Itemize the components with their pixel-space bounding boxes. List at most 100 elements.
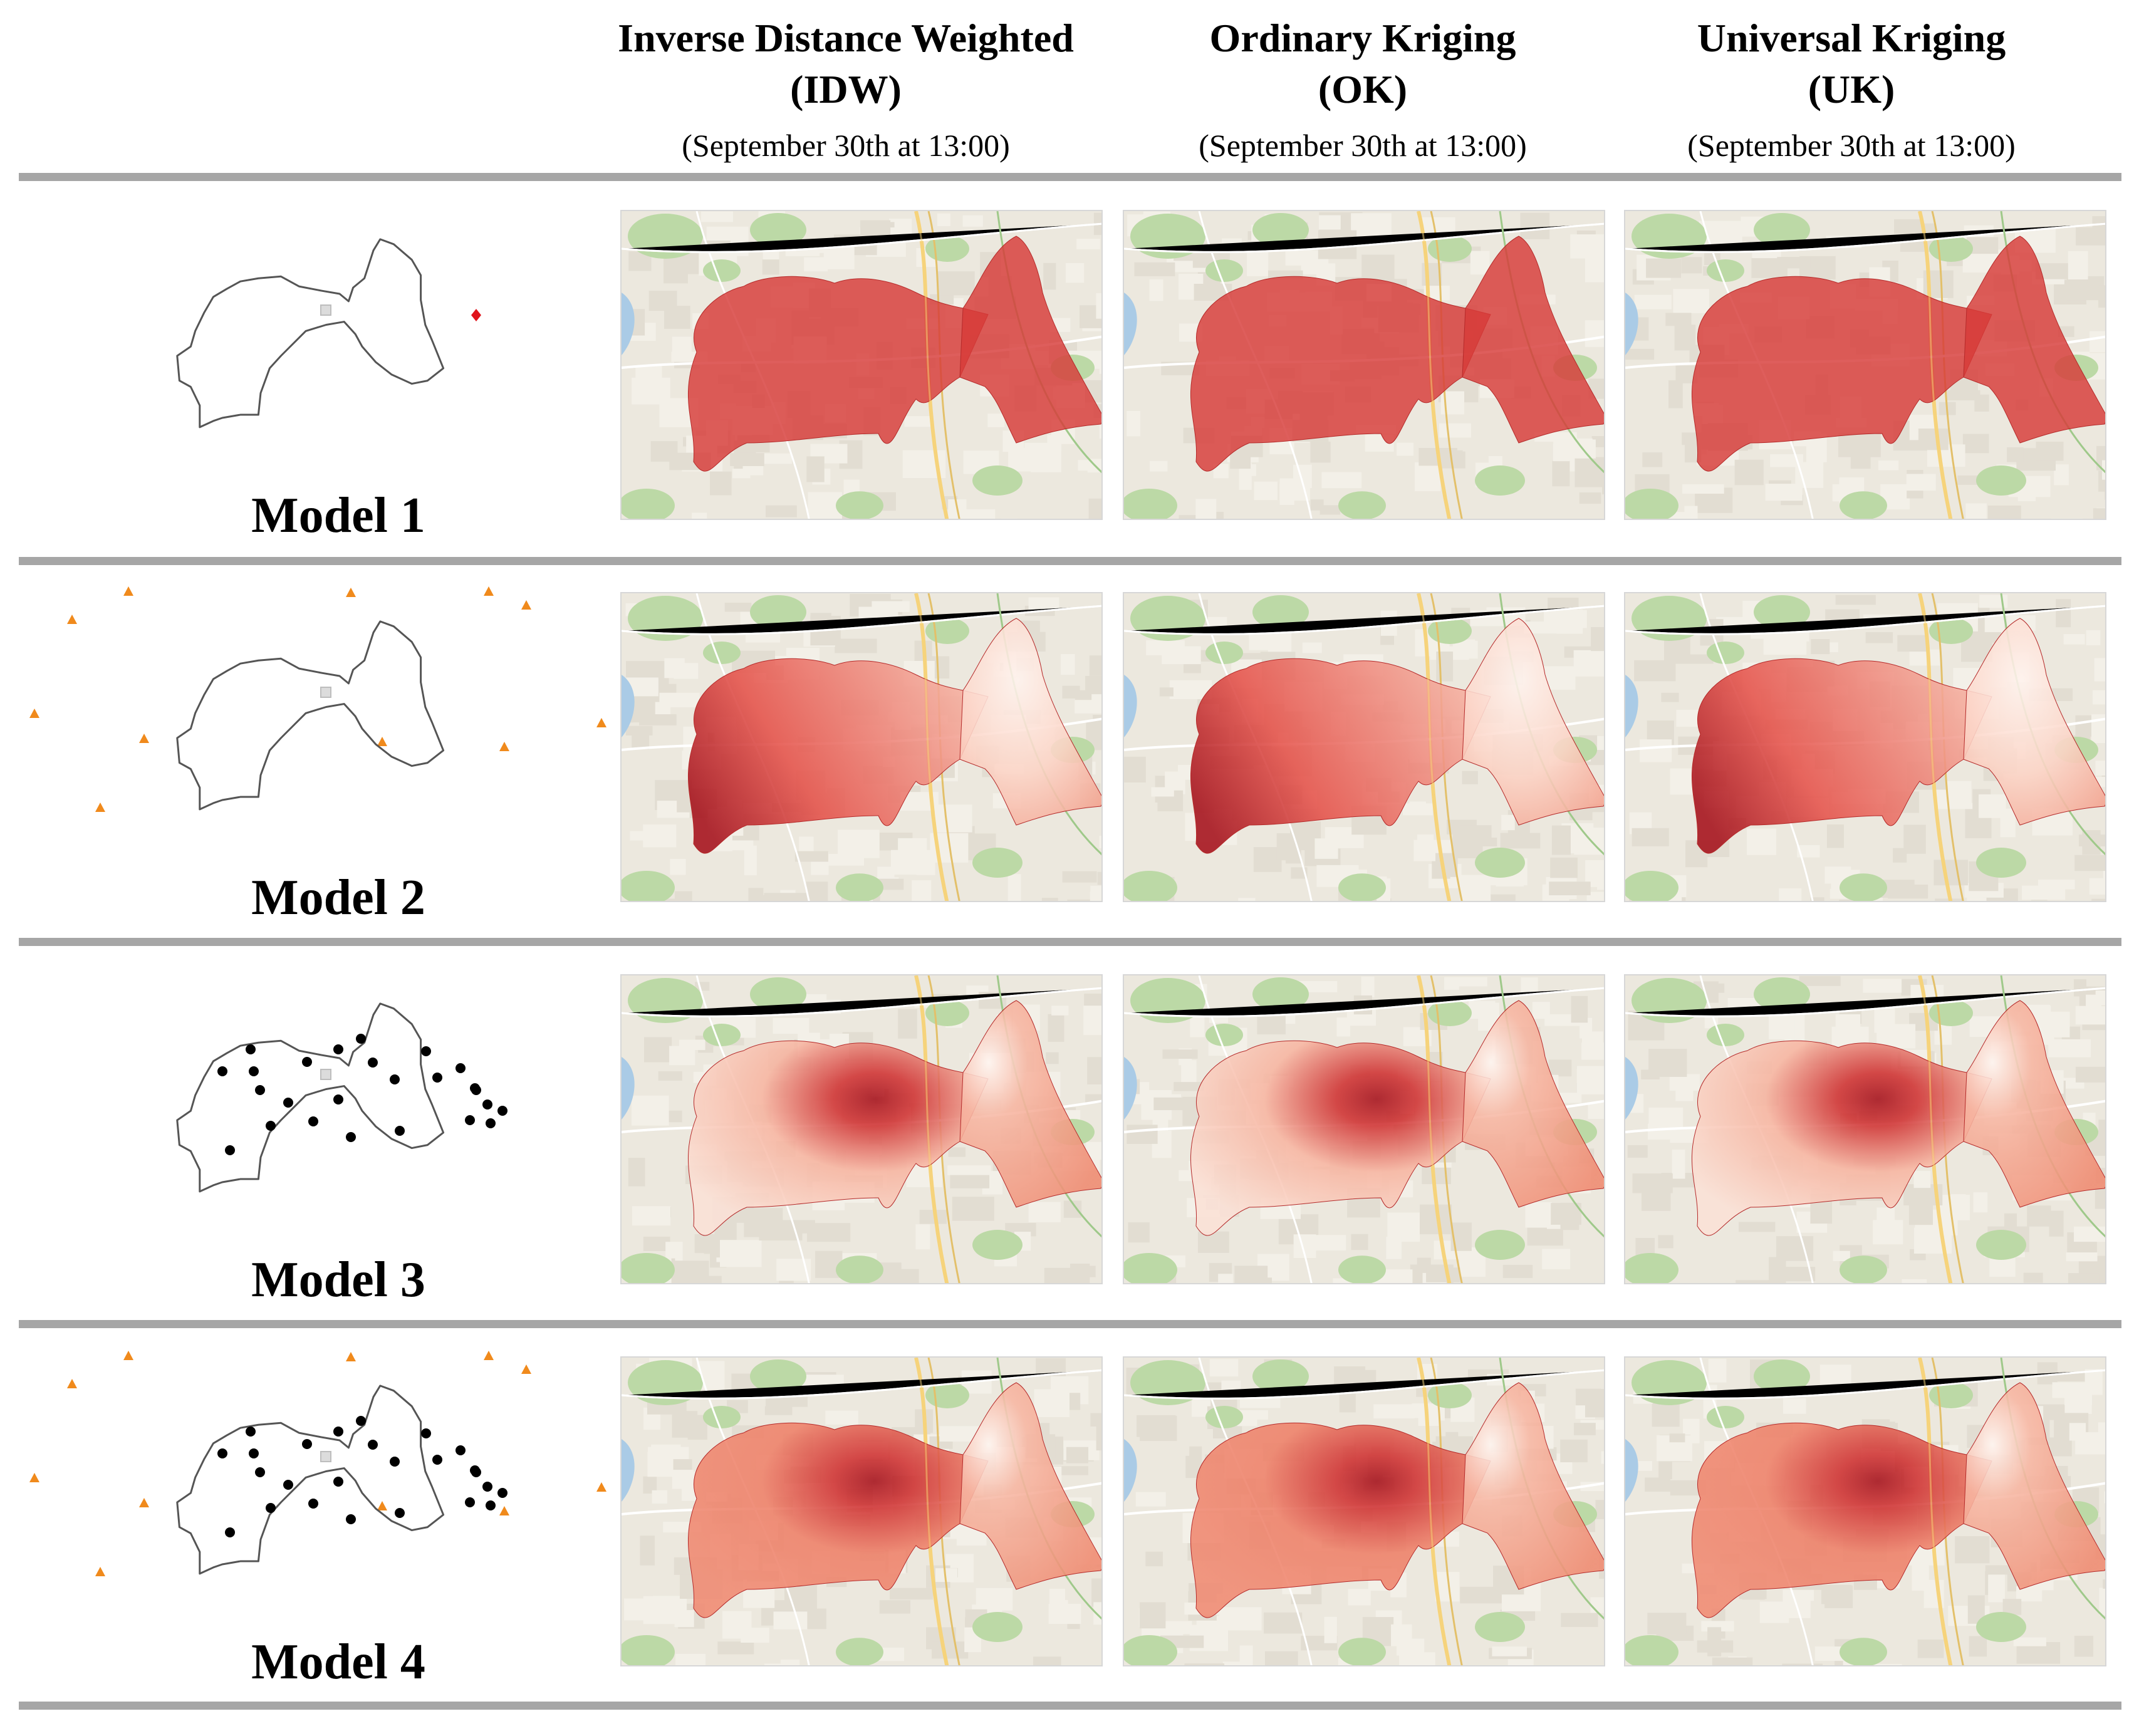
basemap-block bbox=[648, 291, 677, 311]
basemap-block bbox=[1415, 462, 1441, 492]
basemap-block bbox=[2094, 658, 2105, 682]
monitoring-station-marker bbox=[521, 600, 531, 610]
basemap-block bbox=[1586, 891, 1604, 901]
basemap-block bbox=[2066, 276, 2105, 301]
basemap-block bbox=[1222, 1661, 1244, 1665]
basemap-water bbox=[622, 1439, 635, 1502]
basemap-block bbox=[1591, 626, 1604, 652]
basemap-highway-overlay bbox=[915, 975, 948, 1283]
sensor-marker bbox=[217, 1448, 227, 1458]
sensor-marker bbox=[346, 1514, 356, 1524]
interpolation-map-uk bbox=[1624, 592, 2106, 902]
basemap-block bbox=[1028, 597, 1059, 611]
district-east-surface bbox=[959, 236, 1101, 444]
basemap-park bbox=[1475, 1612, 1525, 1642]
basemap-block bbox=[643, 1476, 657, 1494]
model-row: Model 4 bbox=[0, 1331, 2139, 1704]
basemap-road bbox=[1625, 222, 2105, 253]
basemap-block bbox=[1573, 650, 1604, 677]
basemap-park bbox=[622, 489, 675, 519]
model-row: Model 1 bbox=[0, 185, 2139, 558]
sensor-marker bbox=[308, 1499, 318, 1509]
basemap-park bbox=[836, 1638, 883, 1665]
basemap-block bbox=[1779, 888, 1802, 901]
basemap-block bbox=[1460, 875, 1491, 901]
basemap-block bbox=[877, 866, 895, 881]
basemap-block bbox=[1096, 293, 1101, 319]
basemap-block bbox=[1548, 1059, 1572, 1077]
basemap-block bbox=[1190, 1013, 1205, 1037]
column-title-abbrev: (UK) bbox=[1808, 67, 1895, 112]
basemap-block bbox=[1918, 429, 1949, 450]
basemap-block bbox=[710, 471, 732, 496]
basemap-block bbox=[1579, 492, 1601, 504]
basemap-block bbox=[1162, 1049, 1198, 1059]
basemap-block bbox=[1887, 884, 1928, 899]
basemap-block bbox=[2099, 1588, 2105, 1616]
basemap-block bbox=[756, 1215, 773, 1228]
basemap-block bbox=[1549, 881, 1591, 896]
basemap-block bbox=[692, 512, 707, 519]
basemap-park bbox=[972, 1230, 1023, 1260]
basemap-block bbox=[1423, 286, 1450, 301]
basemap-water bbox=[622, 293, 635, 355]
basemap-block bbox=[1913, 1171, 1931, 1188]
basemap-park bbox=[1976, 1612, 2026, 1642]
model-schematic bbox=[176, 1002, 507, 1193]
basemap-block bbox=[1747, 828, 1777, 855]
district-west-surface bbox=[1691, 1422, 1992, 1618]
basemap-park bbox=[1625, 489, 1678, 519]
basemap-block bbox=[2098, 470, 2105, 492]
basemap-block bbox=[807, 1223, 851, 1242]
basemap-block bbox=[935, 1568, 958, 1583]
basemap-block bbox=[1065, 263, 1085, 283]
basemap-block bbox=[948, 1147, 966, 1157]
basemap-park bbox=[750, 1359, 806, 1393]
basemap-block bbox=[1969, 1636, 1987, 1657]
sensor-marker bbox=[497, 1106, 507, 1116]
district-center-marker bbox=[320, 304, 331, 316]
basemap-block bbox=[1046, 1052, 1059, 1064]
basemap-block bbox=[879, 1600, 911, 1614]
basemap-block bbox=[1876, 1207, 1895, 1226]
basemap-park bbox=[972, 465, 1023, 496]
basemap-block bbox=[1470, 251, 1490, 275]
basemap-block bbox=[1230, 452, 1251, 469]
basemap-block bbox=[934, 804, 972, 833]
basemap-block bbox=[1213, 464, 1229, 479]
basemap-block bbox=[1310, 441, 1331, 463]
basemap-block bbox=[1833, 1250, 1850, 1262]
model-schematic bbox=[176, 238, 481, 429]
basemap-block bbox=[1001, 518, 1018, 519]
basemap-block bbox=[1634, 294, 1672, 309]
basemap-highway-overlay bbox=[915, 1358, 948, 1665]
basemap-block bbox=[1627, 1145, 1648, 1158]
basemap-block bbox=[1174, 1082, 1204, 1091]
basemap-highway-overlay bbox=[1417, 1358, 1450, 1665]
basemap-block bbox=[1712, 1657, 1753, 1665]
basemap-block bbox=[1184, 1663, 1225, 1665]
model-label: Model 4 bbox=[251, 1635, 425, 1690]
basemap-block bbox=[2095, 1188, 2105, 1209]
interpolation-map-uk bbox=[1624, 1356, 2106, 1666]
column-title: Ordinary Kriging bbox=[1209, 16, 1516, 60]
basemap-block bbox=[2090, 331, 2105, 353]
basemap-block bbox=[2049, 1437, 2072, 1457]
map-canvas bbox=[1625, 211, 2105, 519]
basemap-block bbox=[837, 829, 880, 858]
basemap-block bbox=[773, 1017, 809, 1034]
basemap-park bbox=[1252, 213, 1309, 247]
basemap-park bbox=[1252, 1359, 1309, 1393]
basemap-block bbox=[1197, 1231, 1229, 1253]
monitoring-station-marker bbox=[95, 803, 105, 812]
basemap-block bbox=[1759, 1601, 1789, 1623]
basemap-block bbox=[1936, 454, 1964, 464]
district-east-surface bbox=[1963, 1000, 2105, 1208]
basemap-block bbox=[1681, 257, 1702, 274]
sensor-marker bbox=[486, 1500, 496, 1510]
district-center-marker bbox=[320, 687, 331, 698]
basemap-block bbox=[1874, 1007, 1895, 1033]
sensor-marker bbox=[390, 1457, 400, 1467]
sensor-marker bbox=[368, 1058, 378, 1068]
basemap-block bbox=[1984, 614, 2005, 635]
